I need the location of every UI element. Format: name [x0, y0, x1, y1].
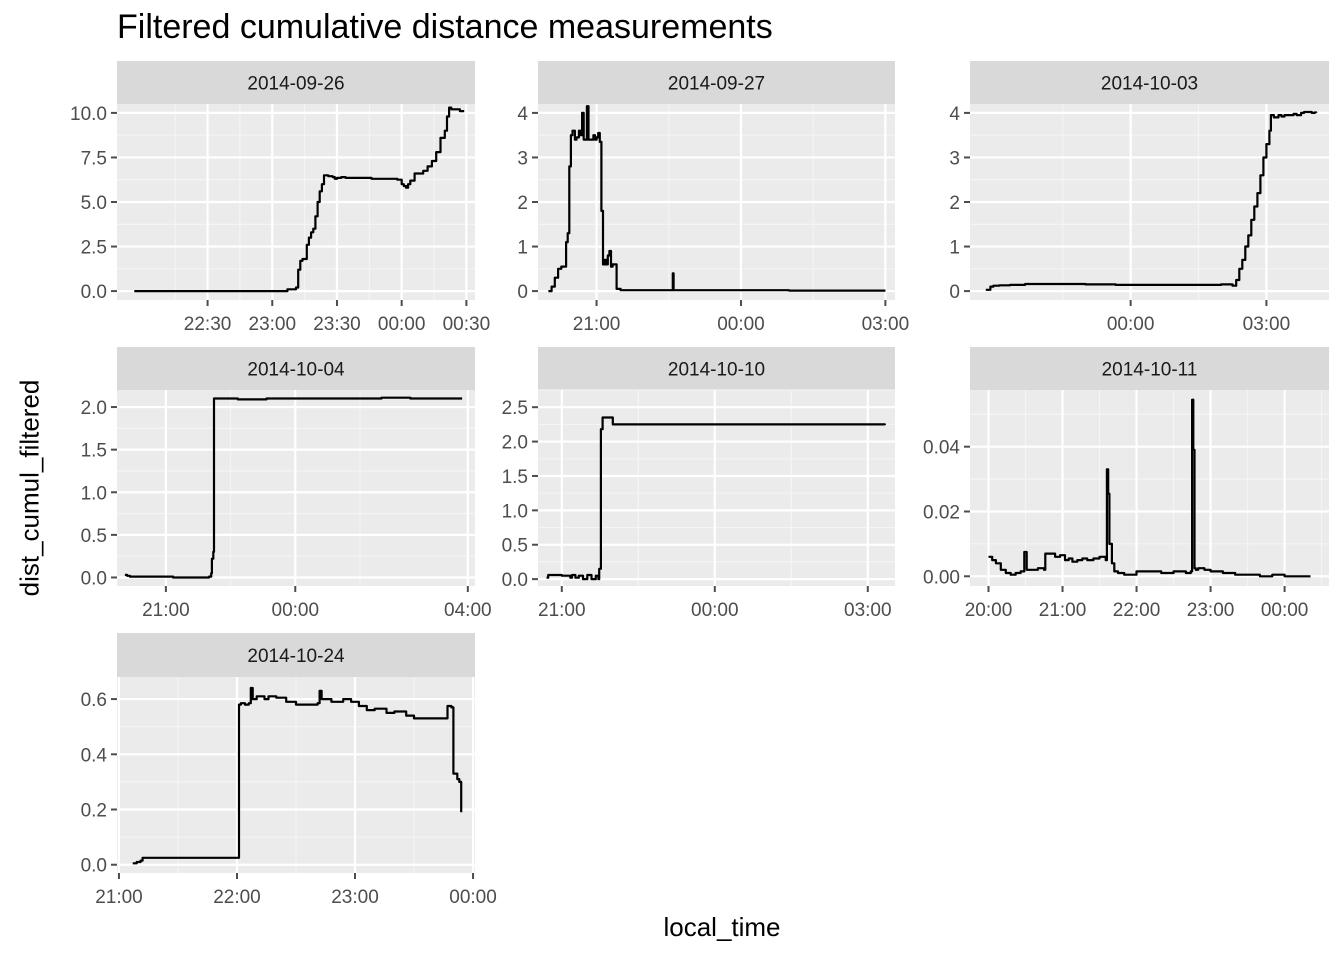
y-tick-label: 0.5 — [81, 526, 107, 547]
x-tick-label: 23:00 — [1187, 600, 1235, 621]
series-line — [124, 396, 463, 579]
x-tick-label: 00:00 — [717, 314, 765, 335]
facet-strip-label: 2014-10-11 — [1102, 360, 1198, 381]
facet-panel-2014-10-04: 2014-10-04 21:00 00:00 04:00 0.0 0.5 1.0 1.5 2.0 — [81, 347, 492, 621]
y-tick-label: 0.0 — [81, 568, 107, 589]
y-tick-label: 0 — [517, 282, 528, 303]
facet-panel-2014-10-03: 2014-10-03 00:00 03:00 0 1 2 3 4 — [949, 61, 1329, 335]
facet-panel-2014-10-10: 2014-10-10 21:00 00:00 03:00 0.0 0.5 1.0 1.5 2.0… — [502, 347, 895, 621]
x-tick-label: 22:00 — [213, 887, 261, 908]
x-tick-label: 21:00 — [142, 600, 190, 621]
y-tick-label: 0.0 — [81, 856, 107, 877]
series-line — [985, 110, 1318, 291]
y-tick-label: 4 — [517, 104, 528, 125]
x-tick-label: 23:00 — [331, 887, 379, 908]
y-tick-label: 0.4 — [81, 745, 108, 766]
y-tick-label: 1 — [517, 238, 528, 259]
facet-strip — [538, 347, 895, 390]
facet-strip-label: 2014-10-24 — [247, 646, 345, 667]
facet-panel-2014-10-24: 2014-10-24 21:00 22:00 23:00 00:00 0.0 0.2 0.4 0… — [81, 633, 497, 908]
y-tick-label: 1.5 — [502, 467, 528, 488]
y-tick-label: 0.02 — [923, 502, 960, 523]
panel-background — [970, 390, 1329, 586]
y-tick-label: 0.04 — [923, 438, 960, 459]
x-tick-label: 00:00 — [378, 314, 426, 335]
panel-background — [538, 390, 895, 586]
series-line — [548, 105, 886, 293]
y-tick-label: 10.0 — [70, 104, 107, 125]
x-tick-label: 03:00 — [844, 600, 892, 621]
x-tick-label: 00:30 — [443, 314, 491, 335]
x-tick-label: 22:00 — [1113, 600, 1161, 621]
y-tick-label: 1.5 — [81, 441, 107, 462]
x-tick-label: 23:00 — [249, 314, 297, 335]
y-tick-label: 5.0 — [81, 193, 107, 214]
x-tick-label: 00:00 — [1261, 600, 1309, 621]
y-tick-label: 2 — [949, 193, 960, 214]
x-tick-label: 21:00 — [1039, 600, 1087, 621]
series-line — [988, 398, 1311, 578]
y-tick-label: 1.0 — [81, 483, 107, 504]
y-tick-label: 0.2 — [81, 801, 107, 822]
y-tick-label: 4 — [949, 104, 960, 125]
series-line — [134, 106, 465, 293]
facet-strip-label: 2014-10-10 — [668, 360, 765, 381]
y-tick-label: 2 — [517, 193, 528, 214]
x-tick-label: 03:00 — [1243, 314, 1291, 335]
y-tick-label: 3 — [949, 148, 960, 169]
y-tick-label: 0.6 — [81, 690, 107, 711]
series-line — [546, 416, 886, 581]
x-tick-label: 21:00 — [573, 314, 621, 335]
y-tick-label: 0.0 — [502, 570, 528, 591]
y-axis-title: dist_cumul_filtered — [14, 379, 45, 597]
y-tick-label: 2.5 — [81, 238, 107, 259]
x-tick-label: 00:00 — [1107, 314, 1155, 335]
y-tick-label: 0.00 — [923, 567, 960, 588]
y-tick-label: 7.5 — [81, 148, 107, 169]
facet-strip — [117, 61, 475, 104]
y-tick-label: 2.0 — [81, 398, 107, 419]
facet-strip — [970, 61, 1329, 104]
facet-panel-2014-09-27: 2014-09-27 21:00 00:00 03:00 0 1 2 3 4 — [517, 61, 909, 335]
y-tick-label: 0.0 — [81, 282, 107, 303]
y-tick-label: 1 — [949, 238, 960, 259]
facet-strip-label: 2014-09-26 — [247, 74, 344, 95]
facet-strip — [970, 347, 1329, 390]
y-tick-label: 3 — [517, 148, 528, 169]
x-tick-label: 22:30 — [184, 314, 232, 335]
x-tick-label: 00:00 — [449, 887, 497, 908]
facet-strip — [538, 61, 895, 104]
y-tick-label: 0.5 — [502, 536, 528, 557]
y-tick-label: 2.5 — [502, 398, 528, 419]
facet-strip — [117, 347, 475, 390]
x-tick-label: 03:00 — [862, 314, 910, 335]
x-tick-label: 04:00 — [444, 600, 492, 621]
facet-strip — [117, 633, 475, 677]
x-tick-label: 00:00 — [691, 600, 739, 621]
facet-panel-2014-09-26: 2014-09-26 22:30 23:00 23:30 00:00 00:30 0.0 2.… — [70, 61, 490, 335]
x-tick-label: 21:00 — [95, 887, 143, 908]
x-tick-label: 23:30 — [313, 314, 361, 335]
x-axis-title: local_time — [663, 912, 781, 942]
y-tick-label: 0 — [949, 282, 960, 303]
y-tick-label: 2.0 — [502, 433, 528, 454]
facet-strip-label: 2014-09-27 — [668, 74, 765, 95]
series-line — [132, 686, 463, 865]
x-tick-label: 20:00 — [965, 600, 1013, 621]
y-tick-label: 1.0 — [502, 501, 528, 522]
facet-strip-label: 2014-10-03 — [1101, 74, 1198, 95]
x-tick-label: 21:00 — [538, 600, 586, 621]
chart-title: Filtered cumulative distance measurement… — [117, 8, 773, 46]
facet-strip-label: 2014-10-04 — [247, 360, 345, 381]
facet-panel-2014-10-11: 2014-10-11 20:00 21:00 22:00 23:00 00:00 0.00 0… — [923, 347, 1329, 621]
x-tick-label: 00:00 — [272, 600, 320, 621]
